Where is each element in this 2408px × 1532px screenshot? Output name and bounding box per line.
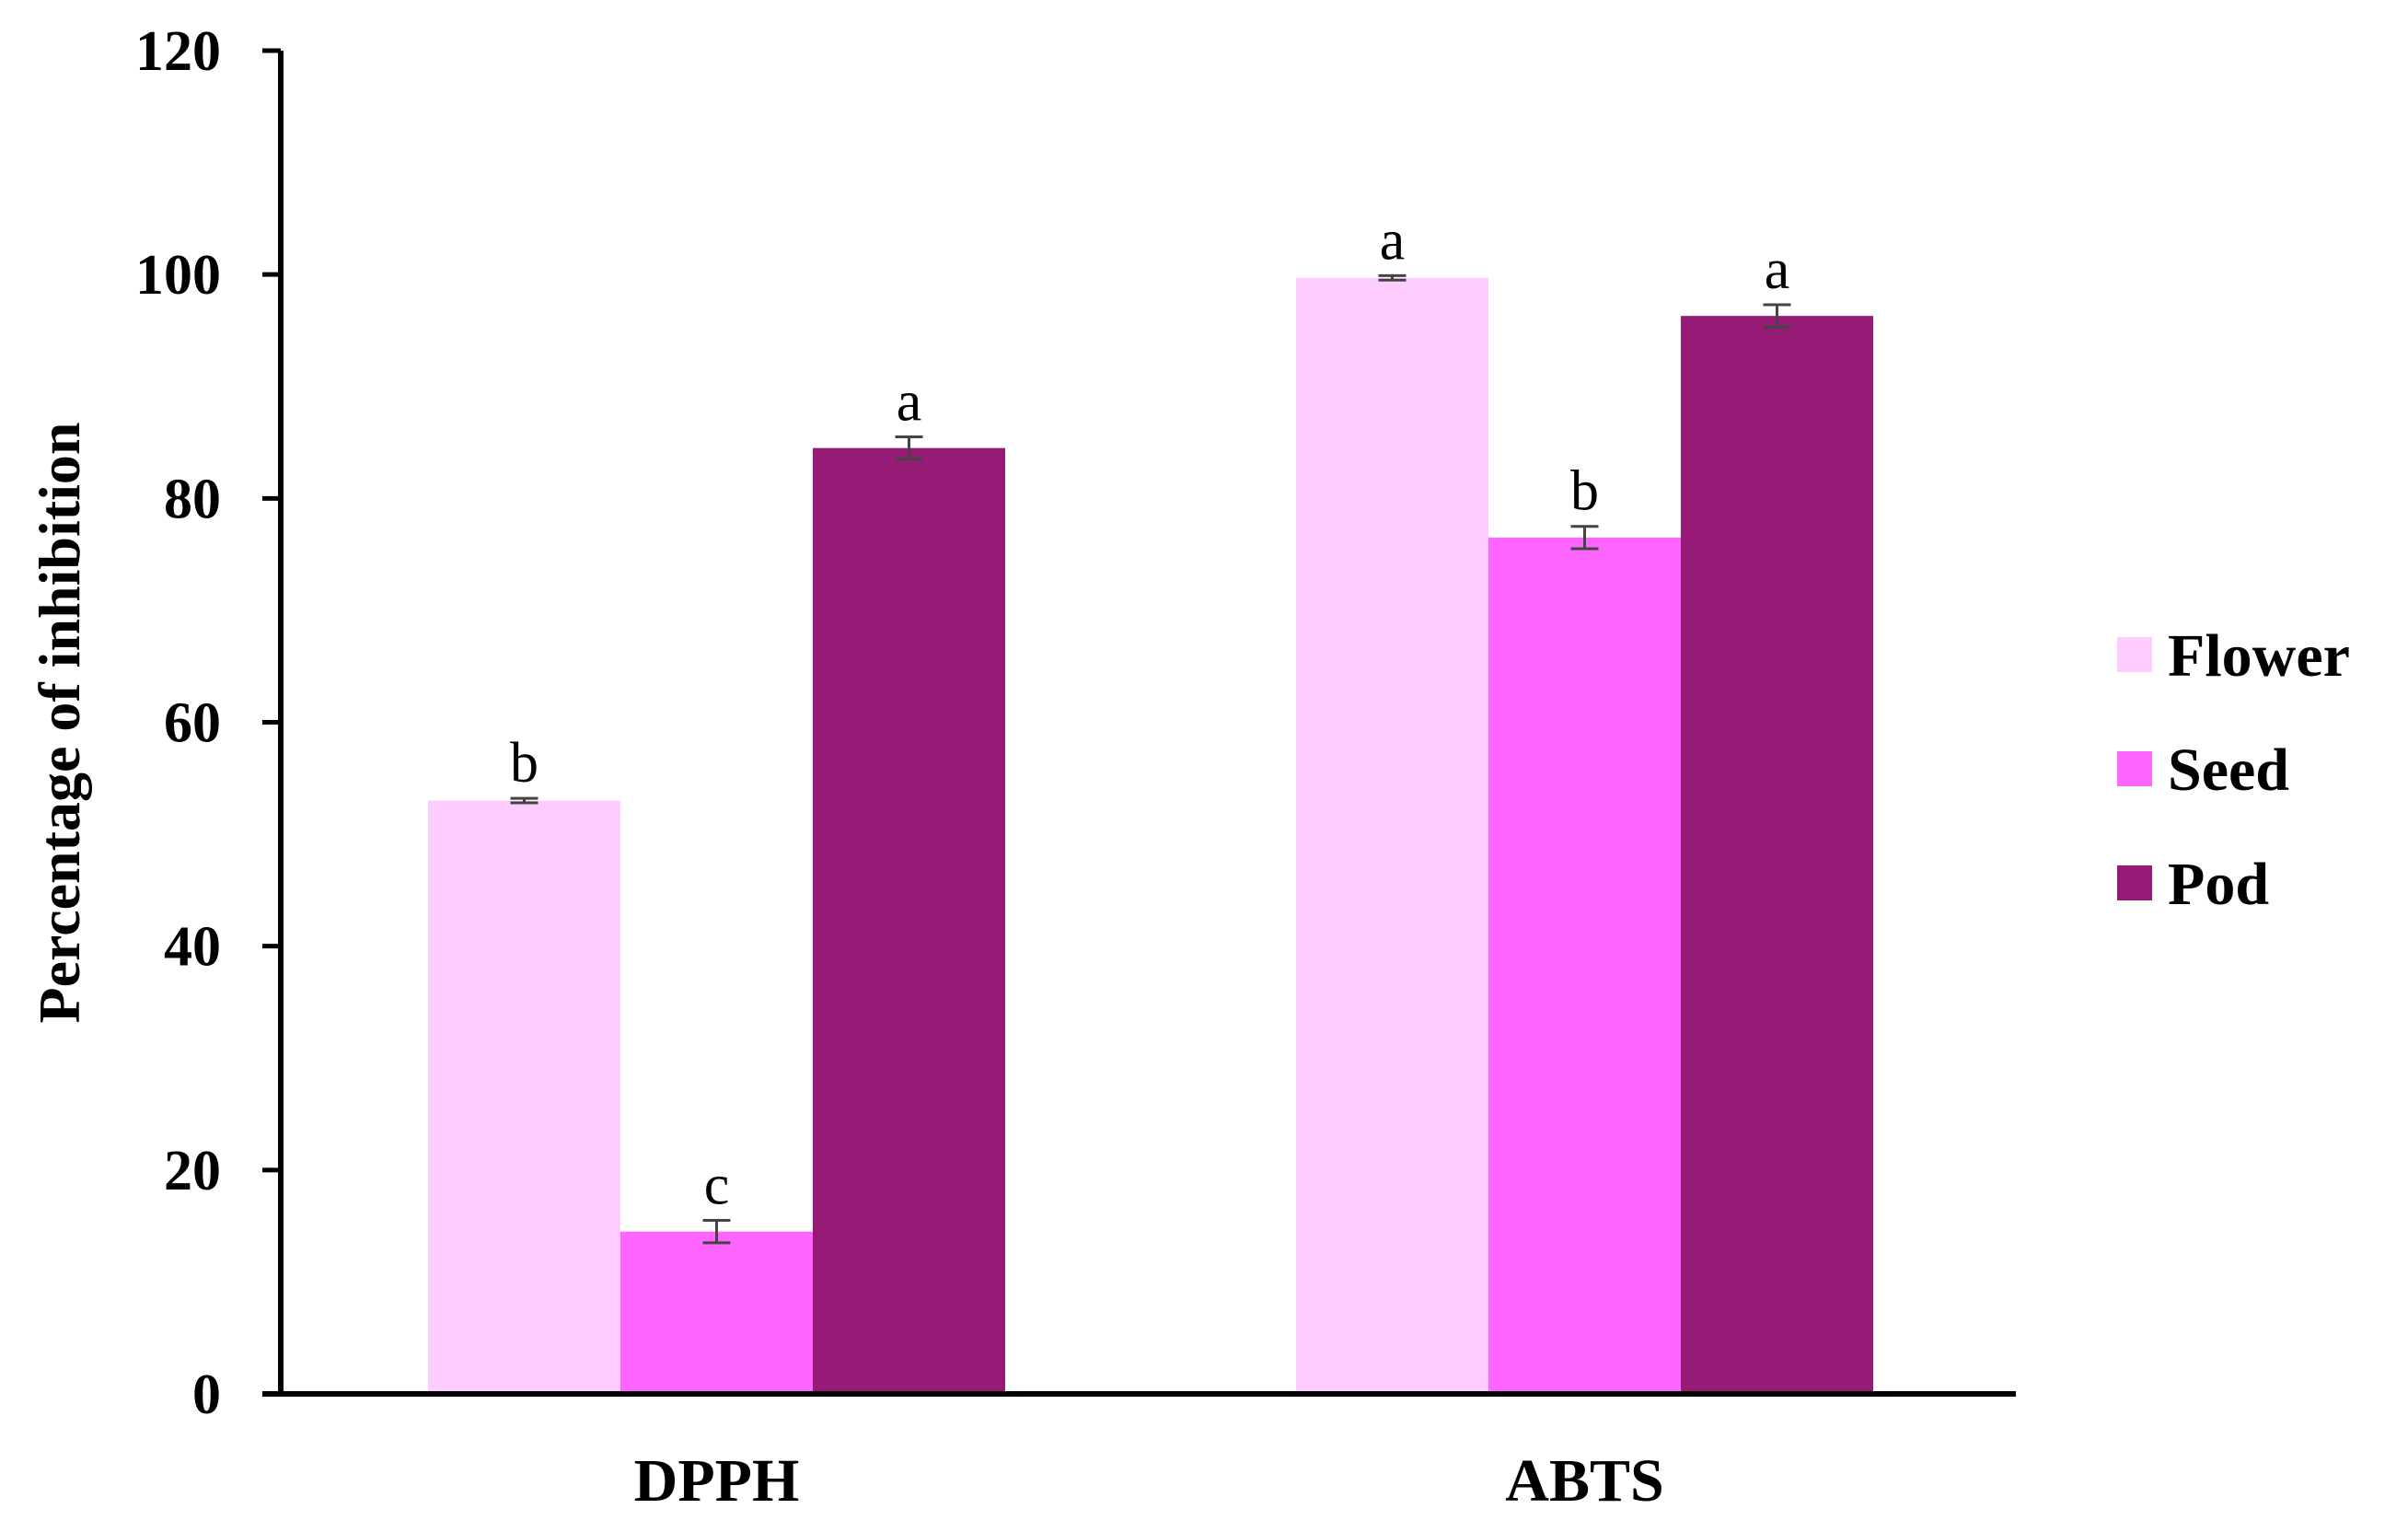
x-category-label: DPPH	[634, 1447, 800, 1515]
y-tick-label: 100	[135, 244, 221, 307]
bar-flower-abts	[1296, 277, 1488, 1394]
significance-label: a	[1765, 238, 1790, 301]
y-tick-label: 80	[164, 468, 221, 530]
x-category-labels: DPPH ABTS	[634, 1447, 1664, 1515]
x-category-label: ABTS	[1505, 1447, 1663, 1515]
bar-seed-dpph	[620, 1231, 813, 1394]
y-tick-label: 40	[164, 916, 221, 979]
chart-marks: b c a a b a	[428, 209, 1873, 1395]
legend-swatch-seed	[2117, 751, 2152, 786]
significance-label: a	[1380, 209, 1406, 272]
bar-pod-dpph	[813, 447, 1005, 1394]
legend: Flower Seed Pod	[2117, 622, 2350, 918]
legend-label: Seed	[2168, 737, 2289, 804]
y-tick-label: 20	[164, 1140, 221, 1202]
bar-pod-abts	[1681, 316, 1873, 1395]
y-axis-title: Percentage of inhibition	[27, 423, 92, 1024]
legend-label: Pod	[2168, 851, 2269, 918]
significance-label: b	[1570, 460, 1599, 523]
legend-swatch-flower	[2117, 637, 2152, 672]
y-ticks: 0 20 40 60 80 100 120	[135, 20, 281, 1426]
legend-label: Flower	[2168, 622, 2350, 690]
significance-label: b	[510, 732, 538, 795]
significance-label: c	[704, 1155, 730, 1217]
y-tick-label: 120	[135, 20, 221, 83]
y-tick-label: 60	[164, 692, 221, 755]
bar-flower-dpph	[428, 800, 620, 1394]
bar-seed-abts	[1488, 537, 1681, 1394]
legend-swatch-pod	[2117, 865, 2152, 900]
y-tick-label: 0	[192, 1364, 221, 1426]
significance-label: a	[897, 370, 922, 433]
